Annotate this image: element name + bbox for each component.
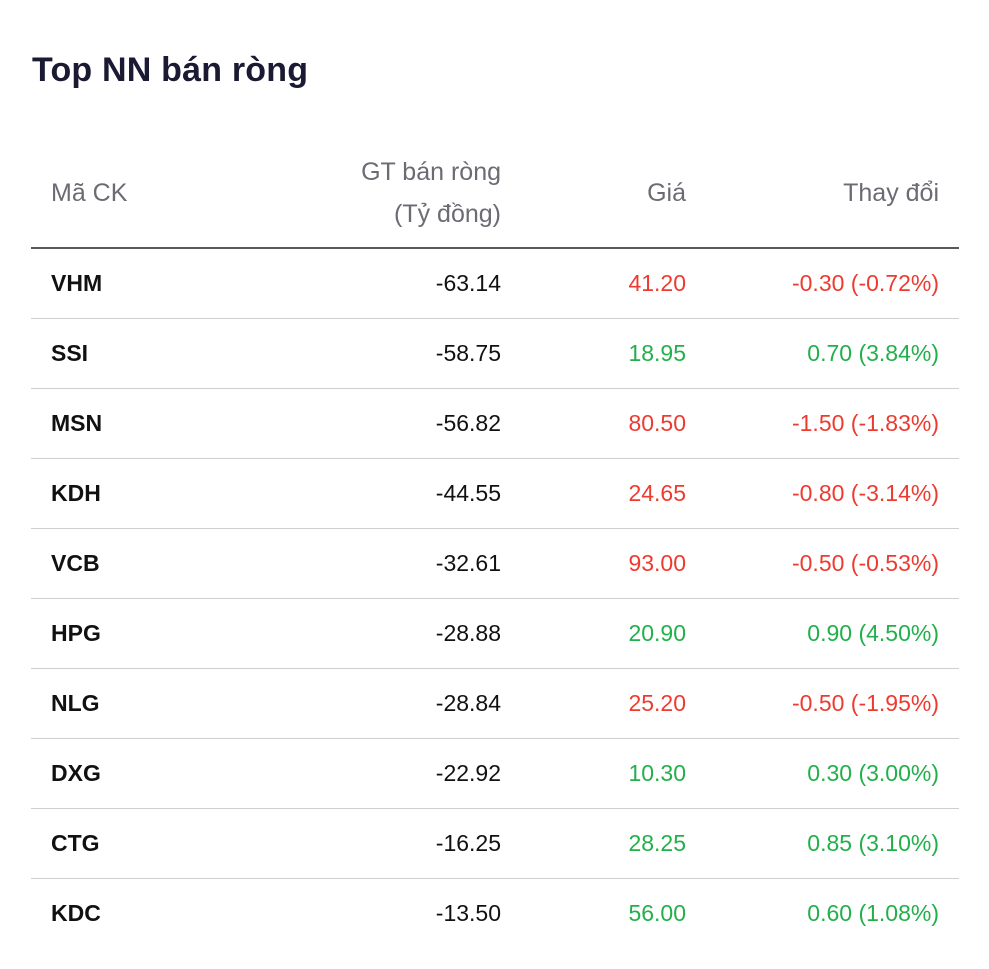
table-row[interactable]: CTG -16.25 28.25 0.85 (3.10%)	[31, 808, 959, 879]
cell-net-value: -28.88	[231, 598, 521, 669]
cell-price: 18.95	[521, 318, 706, 389]
cell-change: -0.30 (-0.72%)	[706, 248, 959, 319]
cell-symbol[interactable]: VHM	[31, 248, 231, 319]
cell-price: 28.25	[521, 808, 706, 879]
cell-change: 0.60 (1.08%)	[807, 900, 939, 926]
cell-change: 0.90 (4.50%)	[706, 598, 959, 669]
net-value-header-line1: GT bán ròng	[361, 158, 501, 186]
cell-net-value: -63.14	[231, 248, 521, 319]
net-value-header-text: GT bán ròng (Tỷ đồng)	[361, 151, 501, 235]
widget-title: Top NN bán ròng	[32, 51, 309, 89]
cell-net-value: -22.92	[231, 738, 521, 809]
table-header-row: Mã CK GT bán ròng (Tỷ đồng) Giá Thay đổi	[31, 139, 959, 249]
cell-net-value: -32.61	[231, 528, 521, 599]
cell-symbol[interactable]: CTG	[31, 808, 231, 879]
table-row[interactable]: MSN -56.82 80.50 -1.50 (-1.83%)	[31, 388, 959, 459]
cell-change: -0.50 (-1.95%)	[706, 668, 959, 739]
column-header-change[interactable]: Thay đổi	[706, 139, 959, 249]
cell-price: 80.50	[521, 388, 706, 459]
cell-price: 20.90	[521, 598, 706, 669]
cell-price: 41.20	[521, 248, 706, 319]
table-row[interactable]: HPG -28.88 20.90 0.90 (4.50%)	[31, 598, 959, 669]
column-header-symbol[interactable]: Mã CK	[31, 139, 231, 249]
net-value-header-line2: (Tỷ đồng)	[394, 200, 501, 228]
column-header-net-value[interactable]: GT bán ròng (Tỷ đồng)	[231, 139, 521, 249]
cell-net-value: -28.84	[231, 668, 521, 739]
column-header-price[interactable]: Giá	[521, 139, 706, 249]
cell-price: 10.30	[521, 738, 706, 809]
cell-price: 93.00	[521, 528, 706, 599]
cell-price: 56.00	[628, 900, 686, 926]
table-row[interactable]: KDC -13.50 56.00 0.60 (1.08%)	[31, 879, 959, 949]
cell-price: 24.65	[521, 458, 706, 529]
cell-symbol[interactable]: NLG	[31, 668, 231, 739]
table-row[interactable]: SSI -58.75 18.95 0.70 (3.84%)	[31, 318, 959, 389]
cell-net-value: -16.25	[231, 808, 521, 879]
cell-change: -0.50 (-0.53%)	[706, 528, 959, 599]
cell-price: 25.20	[521, 668, 706, 739]
cell-change: 0.85 (3.10%)	[706, 808, 959, 879]
table-row[interactable]: NLG -28.84 25.20 -0.50 (-1.95%)	[31, 668, 959, 739]
cell-symbol[interactable]: MSN	[31, 388, 231, 459]
cell-net-value: -44.55	[231, 458, 521, 529]
table-row[interactable]: VHM -63.14 41.20 -0.30 (-0.72%)	[31, 248, 959, 319]
cell-symbol[interactable]: HPG	[31, 598, 231, 669]
cell-symbol[interactable]: KDH	[31, 458, 231, 529]
net-sell-table: Mã CK GT bán ròng (Tỷ đồng) Giá Thay đổi…	[31, 139, 959, 948]
table-row[interactable]: KDH -44.55 24.65 -0.80 (-3.14%)	[31, 458, 959, 529]
cell-symbol[interactable]: DXG	[31, 738, 231, 809]
cell-symbol[interactable]: VCB	[31, 528, 231, 599]
cell-change: -0.80 (-3.14%)	[706, 458, 959, 529]
cell-net-value: -56.82	[231, 388, 521, 459]
table-row[interactable]: DXG -22.92 10.30 0.30 (3.00%)	[31, 738, 959, 809]
cell-net-value: -13.50	[435, 900, 501, 926]
table-row[interactable]: VCB -32.61 93.00 -0.50 (-0.53%)	[31, 528, 959, 599]
cell-symbol[interactable]: KDC	[51, 900, 101, 926]
cell-change: 0.70 (3.84%)	[706, 318, 959, 389]
cell-symbol[interactable]: SSI	[31, 318, 231, 389]
cell-change: -1.50 (-1.83%)	[706, 388, 959, 459]
cell-net-value: -58.75	[231, 318, 521, 389]
cell-change: 0.30 (3.00%)	[706, 738, 959, 809]
